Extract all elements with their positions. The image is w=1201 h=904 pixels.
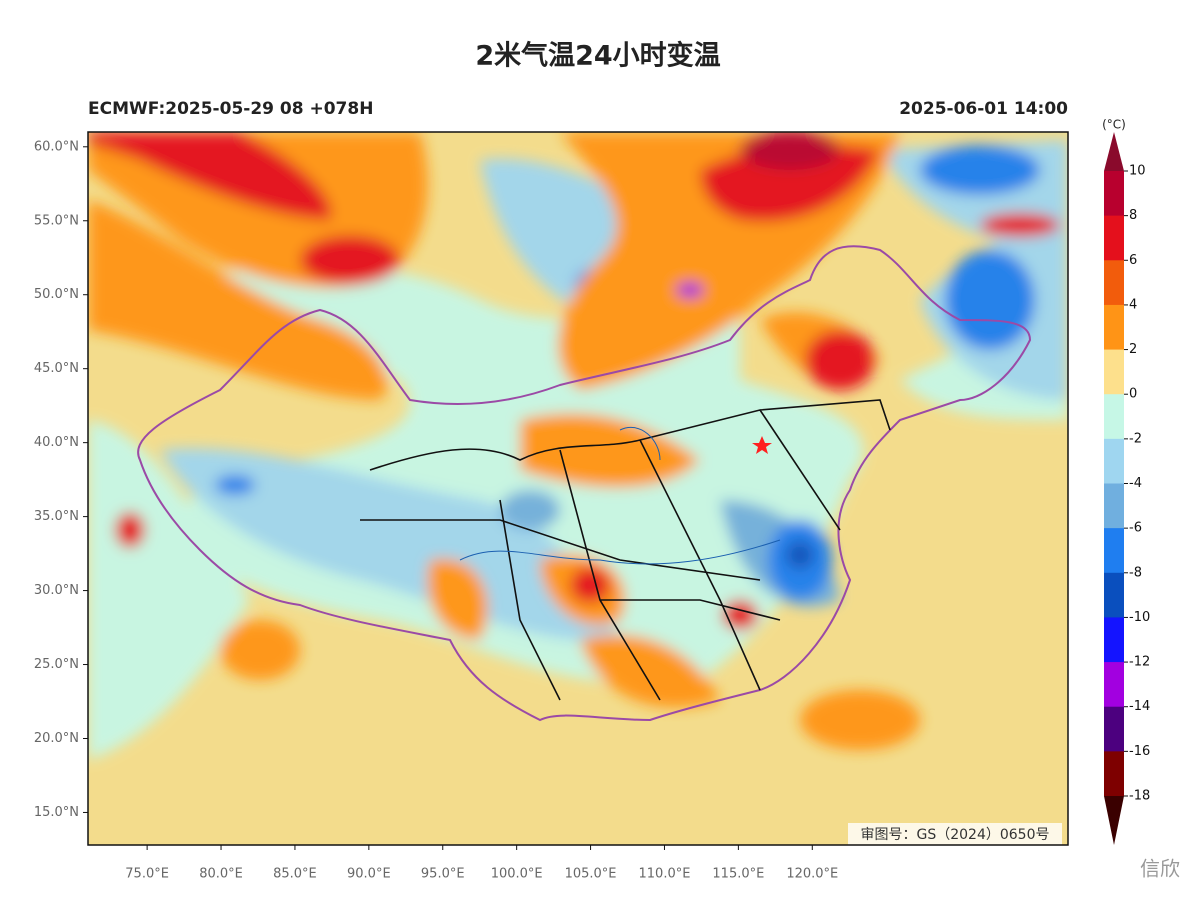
lat-label: 60.0°N (34, 139, 79, 154)
colorbar-label: 10 (1129, 164, 1146, 179)
colorbar-segment (1104, 706, 1124, 752)
lon-label: 90.0°E (347, 867, 391, 882)
colorbar-label: 0 (1129, 387, 1137, 402)
lon-label: 85.0°E (273, 867, 317, 882)
lat-label: 45.0°N (34, 361, 79, 376)
colorbar-label: -14 (1129, 699, 1150, 714)
colorbar-unit: (°C) (1102, 118, 1126, 132)
colorbar-segment (1104, 438, 1124, 484)
colorbar-segment (1104, 349, 1124, 395)
watermark: 审图号：GS（2024）0650号 (861, 827, 1050, 843)
lat-label: 50.0°N (34, 287, 79, 302)
colorbar-label: -10 (1129, 610, 1150, 625)
colorbar-segment (1104, 215, 1124, 261)
title: 2米气温24小时变温 (475, 40, 720, 72)
colorbar-label: 2 (1129, 342, 1137, 357)
lat-label: 25.0°N (34, 657, 79, 672)
colorbar-label: -4 (1129, 476, 1142, 491)
colorbar-label: -6 (1129, 521, 1142, 536)
map-frame (87, 131, 1069, 846)
lon-label: 120.0°E (786, 867, 838, 882)
colorbar-label: 8 (1129, 208, 1137, 223)
lat-label: 15.0°N (34, 805, 79, 820)
colorbar-segment (1104, 394, 1124, 440)
colorbar-extend-top (1104, 132, 1124, 171)
colorbar-label: -16 (1129, 744, 1150, 759)
lat-label: 35.0°N (34, 509, 79, 524)
colorbar-label: -8 (1129, 565, 1142, 580)
lat-label: 55.0°N (34, 213, 79, 228)
lat-label: 20.0°N (34, 731, 79, 746)
lat-label: 40.0°N (34, 435, 79, 450)
colorbar-label: 6 (1129, 253, 1137, 268)
colorbar-segment (1104, 572, 1124, 618)
colorbar-segment (1104, 260, 1124, 306)
colorbar-segment (1104, 617, 1124, 663)
colorbar-segment (1104, 171, 1124, 217)
colorbar-label: -12 (1129, 655, 1150, 670)
colorbar-segment (1104, 304, 1124, 351)
colorbar-segment (1104, 528, 1124, 574)
axes: 60.0°N 55.0°N 50.0°N 45.0°N 40.0°N 35.0°N 30.0… (34, 118, 1150, 882)
lon-label: 110.0°E (639, 867, 691, 882)
lat-label: 30.0°N (34, 583, 79, 598)
colorbar-label: -2 (1129, 431, 1142, 446)
colorbar-segment (1104, 483, 1124, 529)
colorbar-segment (1104, 751, 1124, 797)
subtitle-left: ECMWF:2025-05-29 08 +078H (88, 99, 373, 119)
subtitle-right: 2025-06-01 14:00 (899, 99, 1068, 119)
colorbar-extend-bottom (1104, 796, 1124, 845)
lon-label: 100.0°E (491, 867, 543, 882)
lon-label: 95.0°E (421, 867, 465, 882)
colorbar-label: 4 (1129, 297, 1137, 312)
lon-label: 80.0°E (199, 867, 243, 882)
temperature-field (88, 132, 1068, 845)
colorbar-segment (1104, 662, 1124, 708)
lon-label: 75.0°E (125, 867, 169, 882)
lon-label: 105.0°E (565, 867, 617, 882)
lon-label: 115.0°E (712, 867, 764, 882)
credit: 信欣 (1140, 857, 1180, 881)
colorbar-label: -18 (1129, 789, 1150, 804)
